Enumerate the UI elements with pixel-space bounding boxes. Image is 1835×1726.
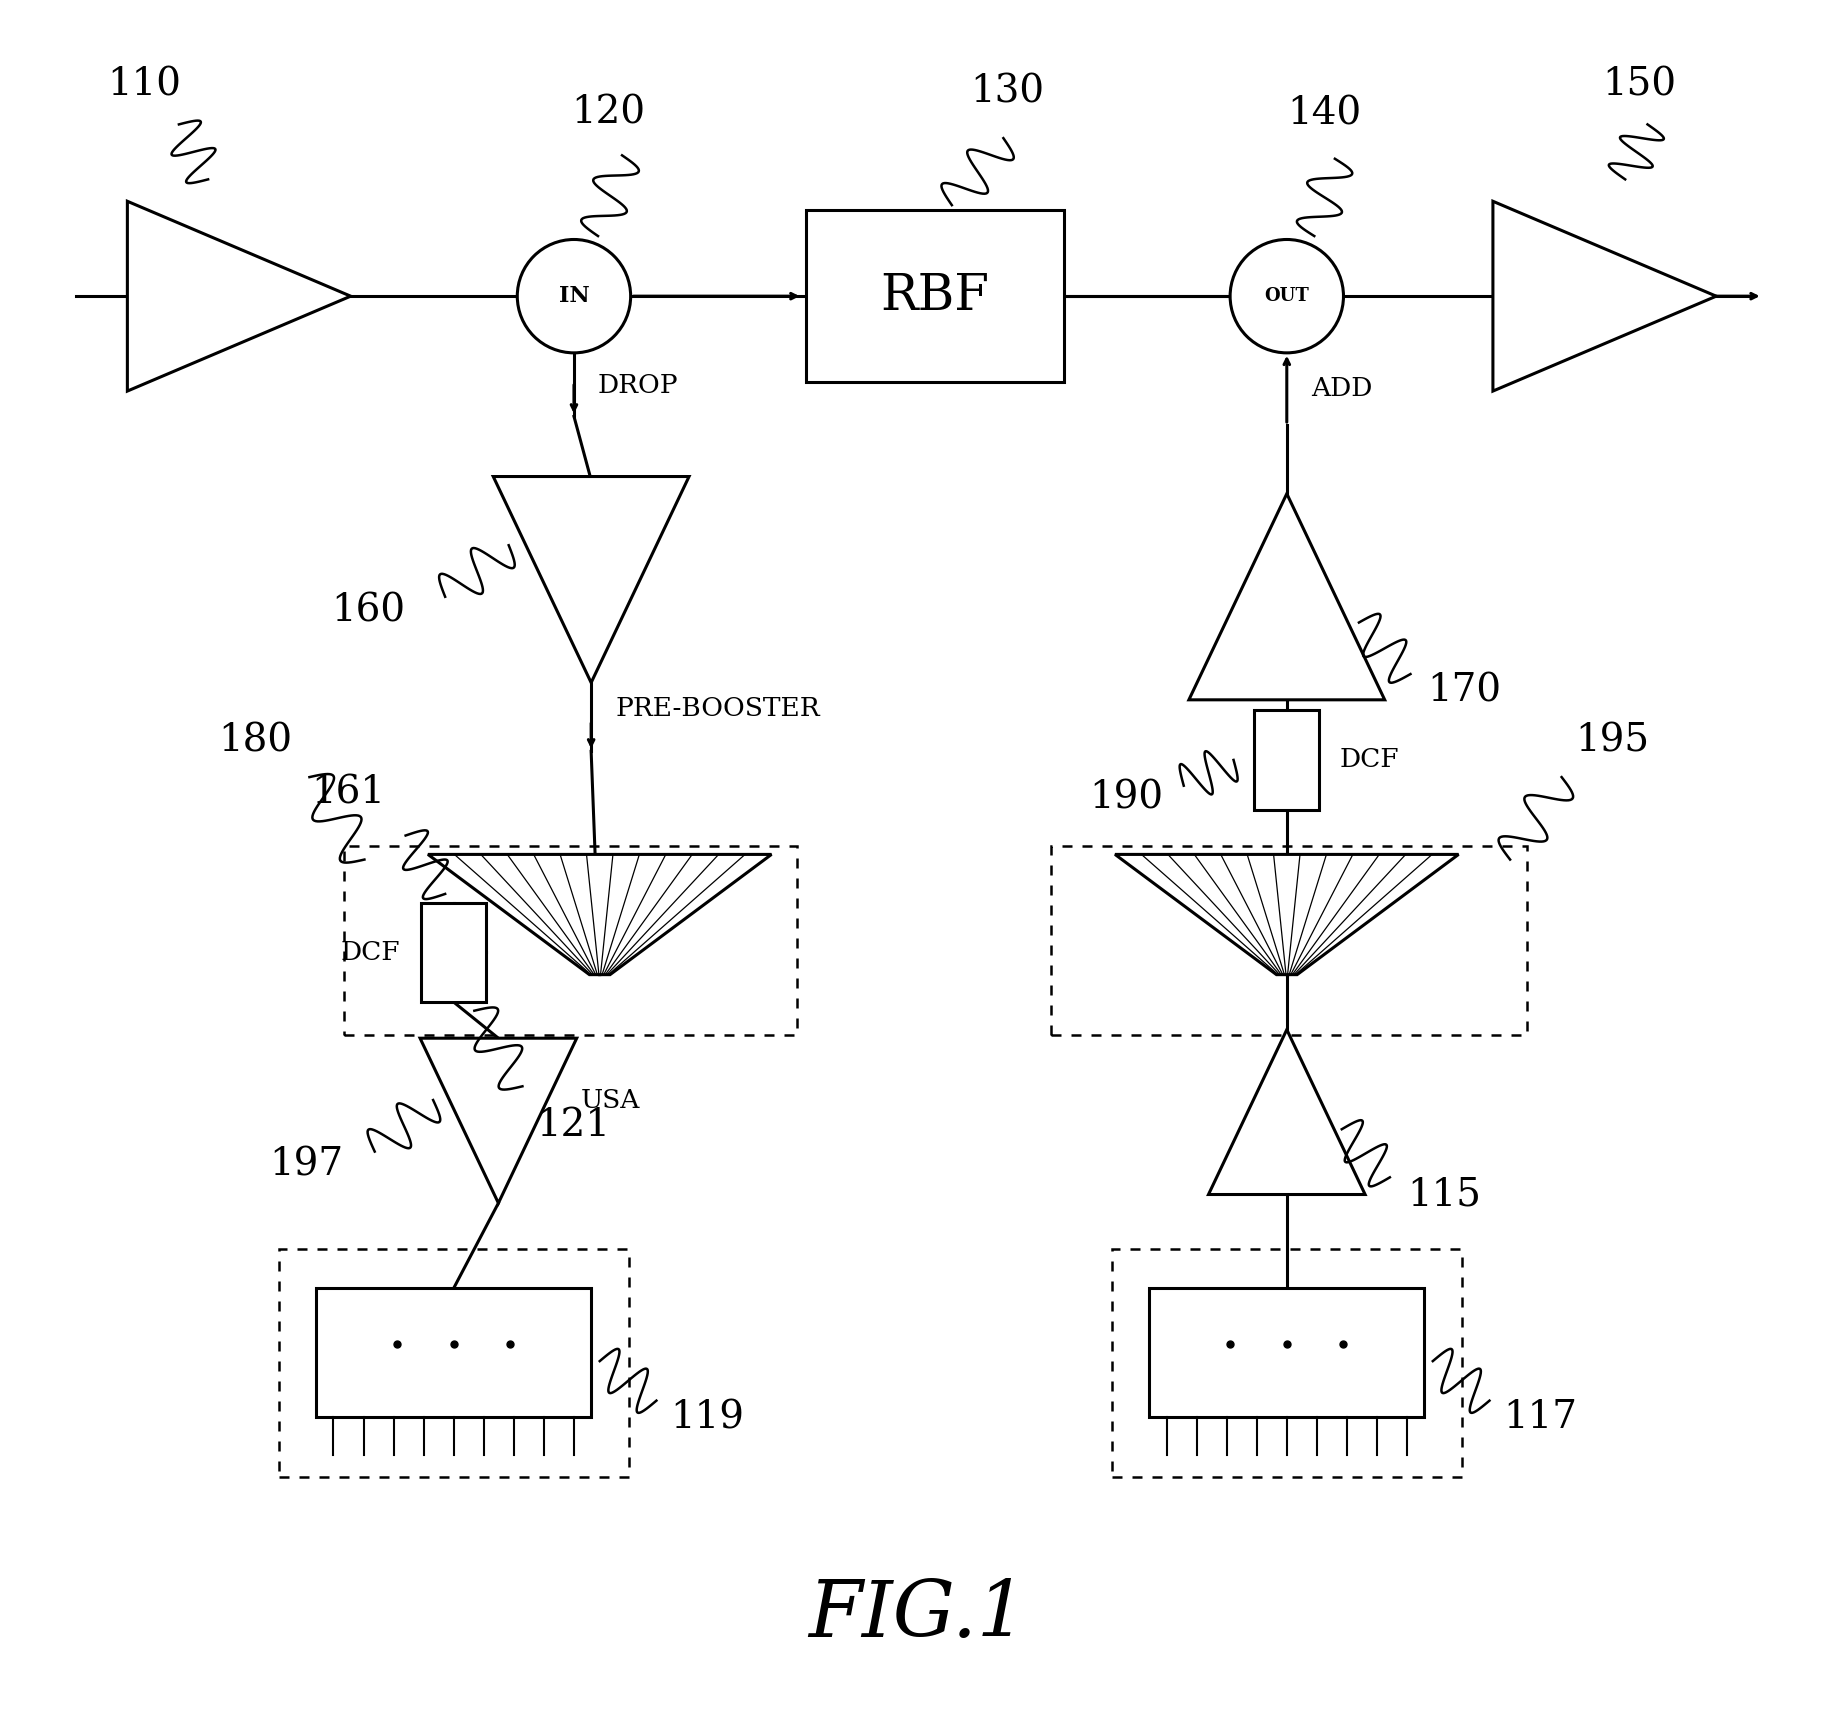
Bar bbox=[420, 903, 486, 1003]
Text: RBF: RBF bbox=[881, 271, 989, 321]
Text: 115: 115 bbox=[1407, 1175, 1481, 1213]
Bar bbox=[1112, 1248, 1462, 1477]
Polygon shape bbox=[1209, 1030, 1365, 1194]
Text: DROP: DROP bbox=[598, 373, 679, 399]
Text: 197: 197 bbox=[270, 1146, 343, 1184]
Polygon shape bbox=[494, 476, 690, 683]
Bar bbox=[1051, 846, 1527, 1036]
Text: IN: IN bbox=[558, 285, 589, 307]
Bar bbox=[316, 1288, 591, 1417]
Text: 140: 140 bbox=[1288, 97, 1362, 133]
Text: ADD: ADD bbox=[1310, 376, 1373, 402]
Bar bbox=[1149, 1288, 1424, 1417]
Text: 119: 119 bbox=[670, 1400, 745, 1436]
Bar bbox=[806, 211, 1064, 381]
Text: 130: 130 bbox=[969, 74, 1044, 110]
Polygon shape bbox=[1116, 854, 1459, 975]
Circle shape bbox=[517, 240, 631, 352]
Text: 190: 190 bbox=[1088, 778, 1163, 816]
Polygon shape bbox=[1189, 494, 1385, 699]
Text: OUT: OUT bbox=[1264, 287, 1308, 306]
Circle shape bbox=[1229, 240, 1343, 352]
Text: DCF: DCF bbox=[341, 941, 400, 965]
Polygon shape bbox=[428, 854, 771, 975]
Text: 170: 170 bbox=[1428, 673, 1501, 709]
Text: 121: 121 bbox=[536, 1106, 611, 1144]
Text: 120: 120 bbox=[571, 95, 646, 131]
Polygon shape bbox=[1494, 202, 1716, 392]
Text: 160: 160 bbox=[332, 592, 406, 628]
Bar bbox=[279, 1248, 629, 1477]
Text: 161: 161 bbox=[310, 775, 385, 811]
Text: DCF: DCF bbox=[1340, 747, 1400, 773]
Polygon shape bbox=[420, 1039, 576, 1203]
Bar bbox=[343, 846, 796, 1036]
Polygon shape bbox=[127, 202, 350, 392]
Text: 150: 150 bbox=[1602, 67, 1675, 104]
Text: 180: 180 bbox=[218, 723, 292, 759]
Text: USA: USA bbox=[582, 1087, 640, 1113]
Text: PRE-BOOSTER: PRE-BOOSTER bbox=[615, 696, 820, 721]
Bar bbox=[1253, 709, 1319, 809]
Text: FIG.1: FIG.1 bbox=[807, 1578, 1028, 1654]
Text: 117: 117 bbox=[1503, 1400, 1578, 1436]
Text: 110: 110 bbox=[108, 67, 182, 104]
Text: 195: 195 bbox=[1576, 723, 1650, 759]
